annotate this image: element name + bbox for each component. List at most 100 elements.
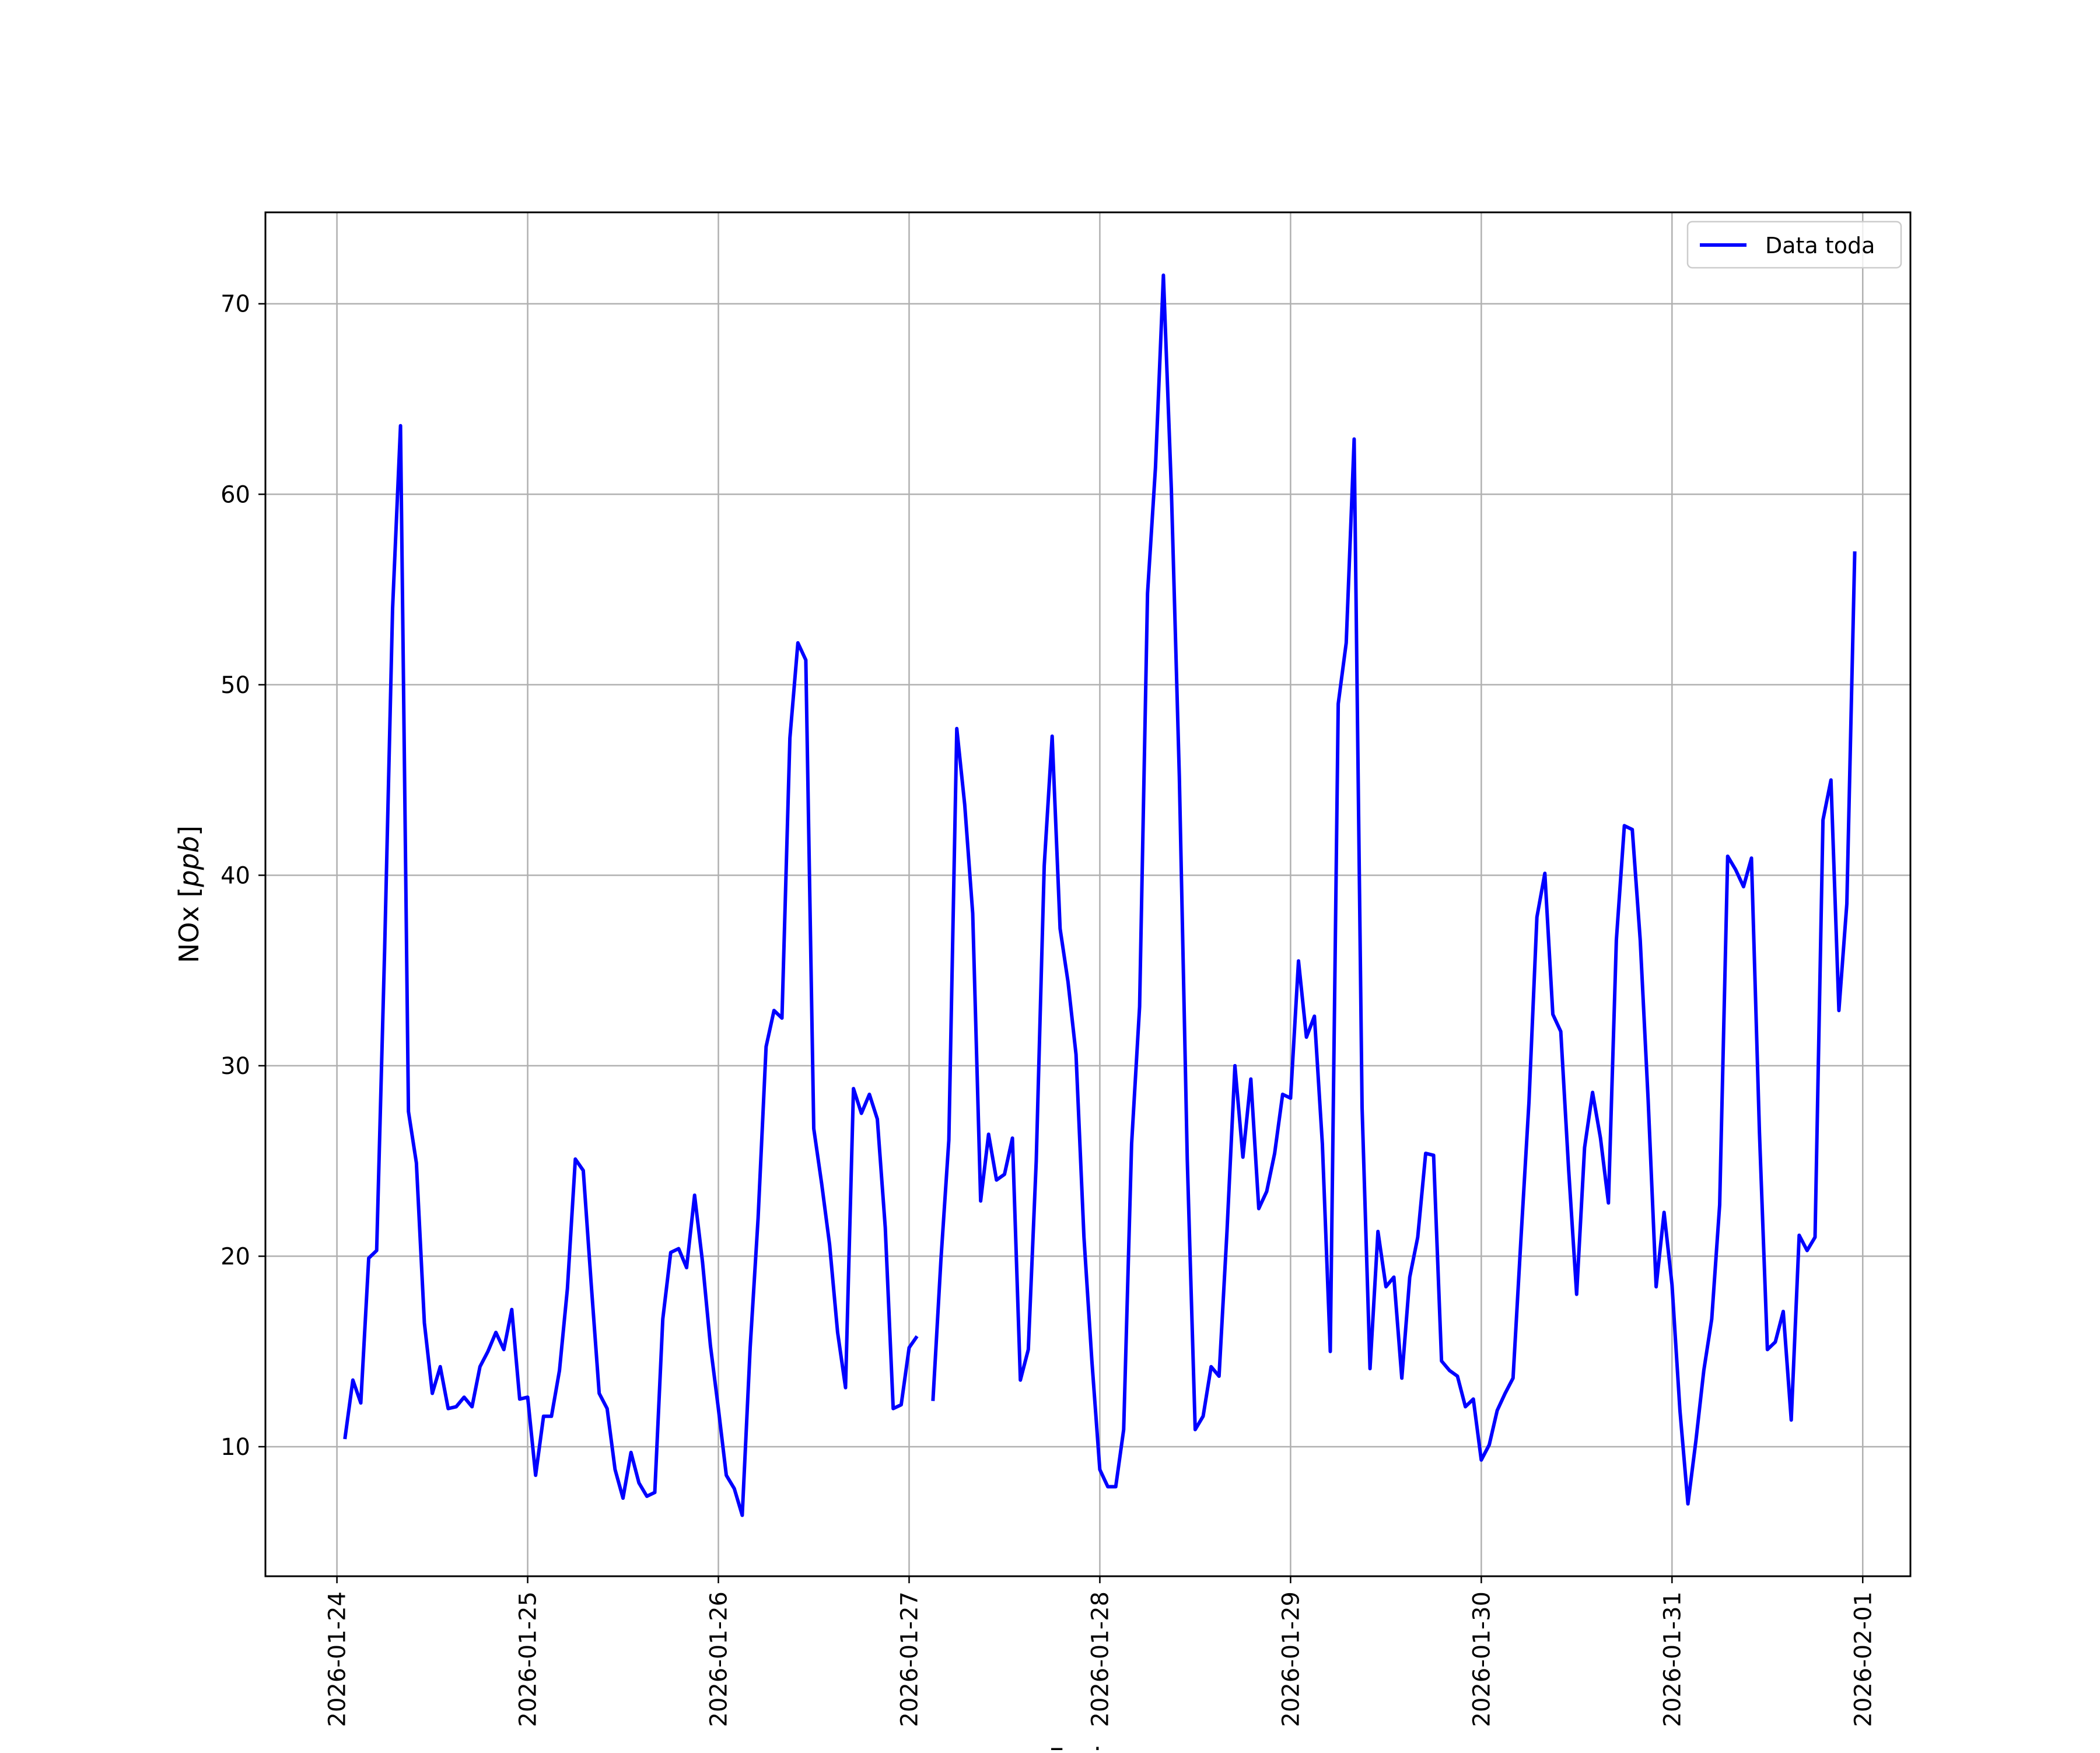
data-point xyxy=(1702,1369,1706,1372)
data-point xyxy=(1233,1064,1237,1068)
data-point xyxy=(1639,938,1642,942)
y-axis-label-unit: ppb xyxy=(173,836,205,888)
data-point xyxy=(1575,1293,1578,1296)
x-tick-label: 2026-01-27 xyxy=(896,1591,923,1727)
data-point xyxy=(796,641,800,645)
plot-background xyxy=(265,212,1910,1576)
x-tick-label: 2026-01-25 xyxy=(515,1591,542,1727)
y-tick-label: 60 xyxy=(220,481,250,508)
data-point xyxy=(1360,1106,1364,1110)
data-point xyxy=(1114,1485,1118,1489)
data-point xyxy=(1686,1502,1690,1506)
data-point xyxy=(1241,1156,1245,1159)
data-point xyxy=(1034,1159,1038,1163)
y-tick-label: 30 xyxy=(220,1053,250,1080)
data-point xyxy=(1829,778,1833,782)
data-point xyxy=(1488,1443,1491,1447)
data-point xyxy=(613,1468,617,1471)
data-point xyxy=(931,1399,935,1403)
data-point xyxy=(836,1331,839,1334)
data-point xyxy=(1019,1378,1022,1382)
series-line-data-toda xyxy=(343,273,1857,1517)
data-point xyxy=(1098,1468,1101,1471)
data-point xyxy=(1146,592,1149,595)
data-point xyxy=(1551,1013,1555,1016)
data-point xyxy=(971,912,975,915)
data-point xyxy=(1750,856,1754,860)
data-point xyxy=(1400,1376,1404,1380)
data-point xyxy=(454,1405,458,1408)
data-point xyxy=(693,1194,696,1197)
data-point xyxy=(1630,828,1634,831)
data-point xyxy=(343,1437,346,1441)
data-point xyxy=(375,1249,379,1252)
data-point xyxy=(1766,1348,1769,1351)
data-point xyxy=(987,1132,991,1136)
data-point xyxy=(1511,1376,1515,1380)
legend: Data toda xyxy=(1686,221,1902,269)
data-point xyxy=(1718,1203,1721,1206)
data-point xyxy=(407,1110,410,1113)
data-point xyxy=(867,1093,871,1096)
data-point xyxy=(1154,466,1157,470)
data-point xyxy=(526,1395,530,1399)
data-point xyxy=(367,1257,370,1260)
data-point xyxy=(542,1415,545,1418)
data-point xyxy=(1312,1014,1316,1018)
data-point xyxy=(470,1405,474,1408)
data-point xyxy=(1694,1439,1698,1443)
data-point xyxy=(1654,1285,1658,1289)
data-point xyxy=(1345,641,1348,645)
data-point xyxy=(1329,1350,1332,1353)
data-point xyxy=(1464,1405,1467,1408)
x-tick-label: 2026-02-01 xyxy=(1850,1591,1877,1727)
data-point xyxy=(1051,734,1054,738)
y-axis-label-suffix: ] xyxy=(173,825,205,836)
data-point xyxy=(1074,1052,1078,1056)
data-point xyxy=(1384,1285,1388,1289)
data-point xyxy=(558,1369,561,1372)
data-point xyxy=(1797,1234,1801,1237)
data-point xyxy=(1416,1236,1419,1239)
data-point xyxy=(812,1127,816,1131)
data-point xyxy=(804,658,807,662)
data-point xyxy=(1273,1152,1276,1155)
y-tick-label: 10 xyxy=(220,1434,250,1461)
y-axis-label-prefix: NOx [ xyxy=(173,887,205,963)
data-point xyxy=(1479,1458,1483,1462)
data-point xyxy=(1496,1409,1499,1412)
data-point xyxy=(1281,1093,1284,1096)
series-layer xyxy=(343,273,1857,1517)
data-point xyxy=(351,1378,355,1382)
data-point xyxy=(1527,1100,1531,1104)
data-point xyxy=(1066,980,1070,984)
data-point xyxy=(534,1474,537,1477)
x-tick-label: 2026-01-26 xyxy=(706,1591,733,1727)
data-point xyxy=(1503,1392,1507,1395)
plot-frame xyxy=(264,211,1912,1577)
data-point xyxy=(1646,1098,1650,1102)
data-point xyxy=(415,1161,418,1164)
data-point xyxy=(876,1117,879,1121)
data-point xyxy=(1265,1189,1269,1193)
data-point xyxy=(780,1016,784,1020)
data-point xyxy=(1591,1091,1594,1094)
data-point xyxy=(1003,1173,1006,1176)
x-tick-label: 2026-01-28 xyxy=(1087,1591,1114,1727)
y-tick-label: 20 xyxy=(220,1243,250,1270)
data-point xyxy=(502,1348,506,1351)
data-point xyxy=(1821,818,1825,822)
data-point xyxy=(1217,1374,1221,1378)
data-point xyxy=(1520,1236,1523,1239)
data-point xyxy=(1042,864,1046,867)
data-point xyxy=(1058,927,1062,930)
data-point xyxy=(724,1474,728,1477)
data-point xyxy=(653,1490,657,1494)
data-point xyxy=(494,1331,498,1334)
data-point xyxy=(1352,438,1356,441)
data-point xyxy=(1567,1169,1570,1173)
data-point xyxy=(1623,824,1626,827)
legend-box xyxy=(1686,221,1902,269)
data-point xyxy=(1670,1283,1674,1286)
data-point xyxy=(1726,855,1730,858)
